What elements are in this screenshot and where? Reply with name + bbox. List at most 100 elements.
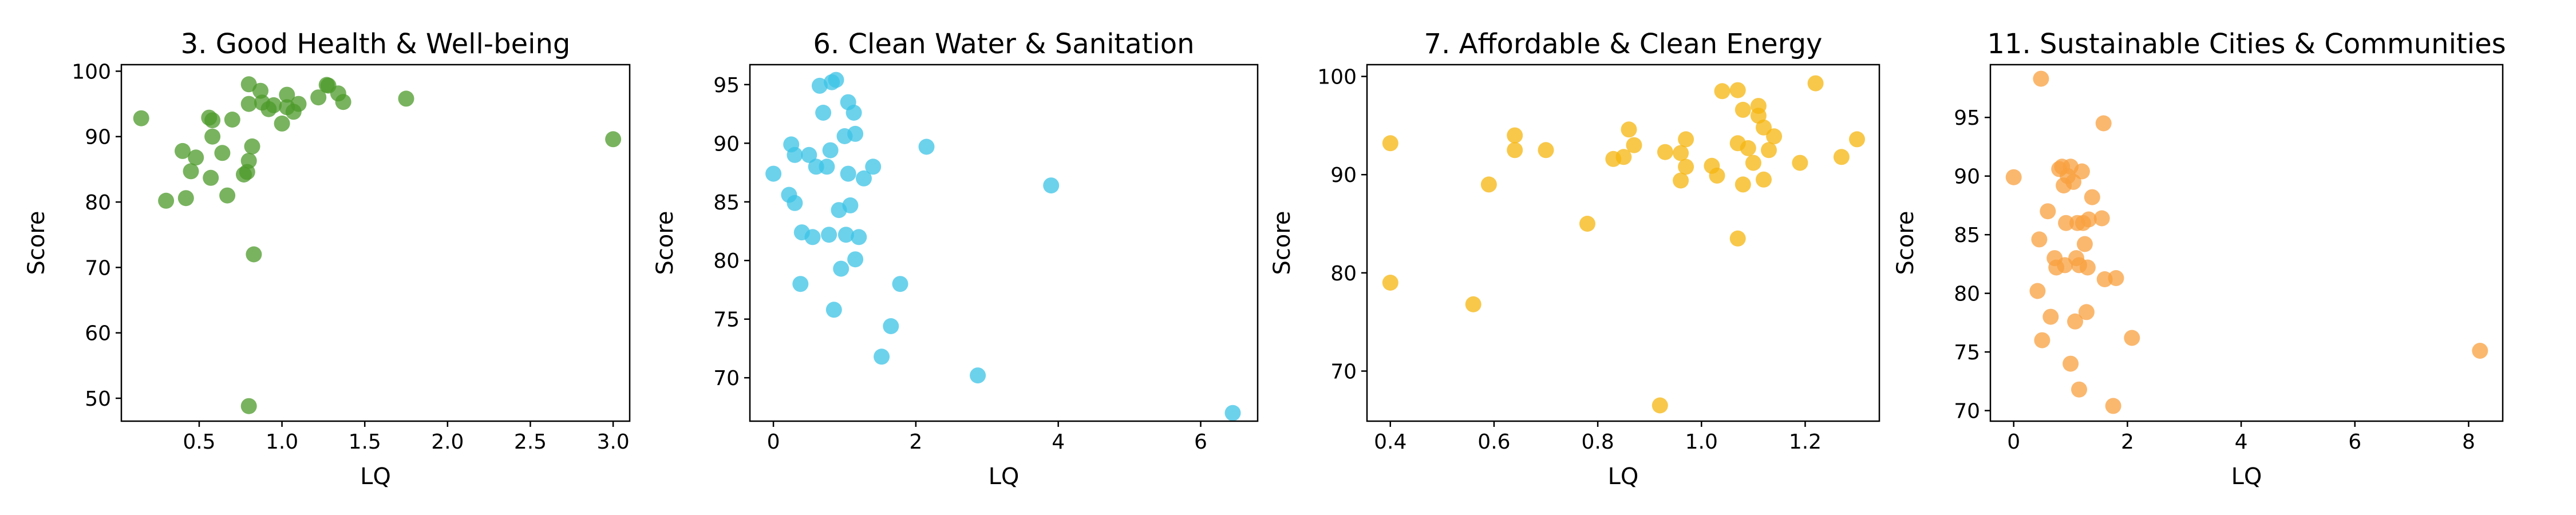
y-tick-label: 80 [1954, 283, 1980, 306]
y-tick-label: 95 [1954, 106, 1980, 130]
data-point [204, 128, 221, 145]
data-point [1714, 83, 1730, 100]
chart-title: 11. Sustainable Cities & Communities [1987, 28, 2506, 60]
data-point [970, 367, 986, 384]
x-axis-label: LQ [360, 464, 391, 490]
y-tick-label: 90 [1954, 165, 1980, 189]
data-point [833, 260, 850, 277]
data-point [2084, 189, 2100, 205]
data-point [787, 146, 803, 163]
data-point [2080, 211, 2097, 228]
y-tick-label: 90 [713, 132, 740, 156]
data-point [240, 398, 257, 414]
x-tick-label: 0.8 [1581, 430, 1614, 454]
data-point [1657, 144, 1673, 160]
data-point [1833, 149, 1850, 165]
data-point [266, 97, 282, 113]
data-point [801, 146, 817, 163]
x-tick-label: 0.6 [1477, 430, 1510, 454]
x-tick-label: 2.5 [514, 430, 547, 454]
data-point [2029, 283, 2046, 299]
data-point [847, 125, 864, 142]
x-tick-label: 2 [909, 430, 922, 454]
y-tick-label: 70 [85, 256, 111, 280]
data-point [892, 276, 908, 292]
data-point [204, 112, 221, 129]
data-point [203, 169, 219, 186]
data-point [765, 165, 782, 182]
data-point [2031, 231, 2048, 248]
chart-1: 0.5 1.0 1.5 2.0 2.5 3.0 50 60 70 80 90 100 3. Good H… [23, 28, 631, 490]
x-tick-label: 3.0 [596, 430, 629, 454]
x-tick-label: 4 [2235, 430, 2248, 454]
data-point [158, 192, 175, 209]
x-axis-label: LQ [2231, 464, 2262, 490]
data-point [274, 115, 290, 132]
data-point [1745, 154, 1761, 171]
data-point [846, 105, 862, 121]
x-tick-label: 1.5 [349, 430, 381, 454]
data-point [2034, 332, 2050, 348]
y-axis-label: Score [652, 211, 678, 275]
y-tick-label: 80 [1330, 262, 1357, 286]
data-point [1621, 121, 1637, 138]
data-point [792, 276, 809, 292]
plot-frame [1366, 64, 1880, 422]
x-tick-label: 2.0 [431, 430, 464, 454]
x-tick-label: 2 [2121, 430, 2134, 454]
data-point [224, 112, 240, 128]
y-tick-label: 75 [713, 308, 740, 332]
data-point [811, 77, 828, 94]
data-point [787, 195, 803, 211]
x-tick-label: 0.5 [183, 430, 215, 454]
data-point [335, 94, 351, 110]
data-point [1709, 167, 1725, 184]
y-tick-label: 90 [1330, 164, 1357, 187]
plot-frame [749, 64, 1259, 422]
data-point [1673, 172, 1689, 189]
data-point [865, 159, 882, 175]
chart-4: 0 2 4 6 8 70 75 80 85 90 95 11. Sustainable Cities … [1893, 28, 2506, 490]
data-point [1382, 275, 1398, 291]
data-point [847, 251, 864, 268]
y-tick-label: 80 [85, 191, 111, 215]
data-point [815, 105, 832, 121]
data-point [2058, 215, 2075, 231]
data-point [290, 96, 307, 112]
y-axis-label: Score [1269, 211, 1295, 275]
x-tick-label: 1.0 [266, 430, 298, 454]
data-point [2073, 163, 2090, 180]
y-tick-label: 70 [1330, 360, 1357, 383]
chart-title: 7. Affordable & Clean Energy [1424, 28, 1823, 60]
data-point [825, 302, 842, 318]
data-point [1480, 176, 1497, 193]
data-point [1043, 177, 1060, 194]
data-point [840, 165, 856, 182]
data-point [1807, 75, 1824, 92]
x-tick-label: 6 [2348, 430, 2361, 454]
x-tick-label: 0.4 [1374, 430, 1406, 454]
data-point [177, 190, 194, 207]
data-point [1465, 296, 1481, 312]
data-point [2093, 210, 2110, 227]
y-axis-label: Score [1893, 211, 1919, 275]
data-point [2095, 115, 2112, 132]
y-tick-label: 70 [713, 367, 740, 390]
data-point [2005, 169, 2022, 185]
data-point [2076, 236, 2093, 252]
data-point [1735, 101, 1751, 118]
data-point [1538, 142, 1554, 159]
y-tick-label: 85 [1954, 224, 1980, 247]
plot-frame [120, 64, 631, 422]
data-point [1756, 171, 1772, 188]
data-point [1507, 127, 1523, 144]
data-point [2040, 203, 2056, 220]
y-tick-label: 100 [1317, 66, 1357, 89]
data-point [2108, 270, 2124, 286]
data-point [1507, 142, 1523, 159]
data-point [310, 89, 327, 106]
data-point [1729, 82, 1746, 98]
data-point [1579, 216, 1595, 232]
data-point [918, 138, 935, 155]
